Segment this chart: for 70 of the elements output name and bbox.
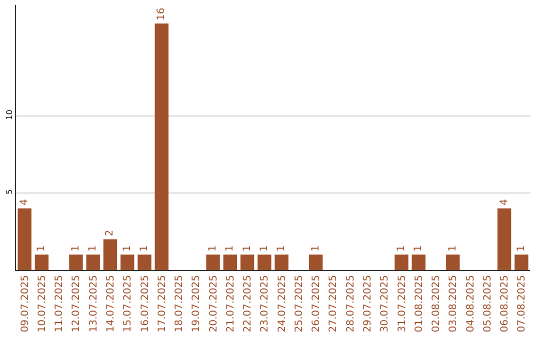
- x-tick-label: 31.07.2025: [396, 275, 408, 332]
- bar: [412, 254, 426, 270]
- bar: [514, 254, 528, 270]
- x-tick-label: 04.08.2025: [465, 275, 476, 332]
- x-tick-label: 16.07.2025: [140, 275, 151, 332]
- x-tick-label: 17.07.2025: [156, 275, 168, 332]
- bar: [223, 254, 238, 270]
- bar: [206, 254, 220, 270]
- bar: [308, 254, 323, 270]
- x-tick-label: 22.07.2025: [242, 275, 254, 332]
- data-label: 1: [276, 245, 288, 252]
- x-tick-label: 05.08.2025: [482, 275, 494, 332]
- data-label: 1: [516, 245, 527, 252]
- bar: [69, 254, 83, 270]
- x-tick-label: 14.07.2025: [105, 275, 116, 332]
- data-label: 1: [122, 245, 133, 252]
- x-tick-label: 07.08.2025: [516, 275, 528, 332]
- x-tick-label: 29.07.2025: [362, 275, 374, 332]
- data-label: 16: [156, 8, 168, 20]
- x-tick-label: 11.07.2025: [54, 275, 66, 332]
- bar: [138, 254, 152, 270]
- bar: [34, 254, 49, 270]
- y-tick-label: 5: [4, 189, 14, 194]
- bar: [120, 254, 134, 270]
- bar: [394, 254, 408, 270]
- x-tick-label: 20.07.2025: [208, 275, 220, 332]
- data-label: 4: [19, 198, 30, 206]
- x-tick-label: 15.07.2025: [122, 275, 134, 332]
- x-tick-label: 10.07.2025: [36, 275, 48, 332]
- data-label: 1: [413, 245, 424, 252]
- bar: [103, 239, 118, 270]
- bar: [86, 254, 100, 270]
- data-label: 1: [258, 245, 270, 252]
- data-label: 2: [104, 230, 116, 236]
- x-tick-label: 30.07.2025: [380, 275, 391, 332]
- x-tick-label: 01.08.2025: [414, 275, 425, 332]
- x-tick-label: 18.07.2025: [174, 275, 186, 332]
- data-label: 1: [396, 245, 407, 252]
- bar: [446, 254, 460, 270]
- bar: [497, 208, 512, 270]
- data-label: 1: [208, 245, 219, 252]
- x-tick-label: 09.07.2025: [20, 275, 31, 332]
- x-tick-label: 21.07.2025: [225, 275, 236, 332]
- x-tick-label: 23.07.2025: [260, 275, 271, 332]
- data-label: 1: [36, 245, 48, 252]
- bar: [154, 23, 168, 270]
- x-tick-label: 25.07.2025: [294, 275, 305, 332]
- y-tick-label: 10: [4, 110, 14, 120]
- data-label: 1: [139, 245, 150, 252]
- x-tick-label: 13.07.2025: [88, 275, 100, 332]
- x-tick-label: 26.07.2025: [311, 275, 322, 332]
- data-label: 1: [70, 245, 82, 252]
- x-tick-label: 19.07.2025: [191, 275, 202, 332]
- x-tick-label: 24.07.2025: [276, 275, 288, 332]
- data-label: 1: [242, 245, 253, 252]
- bar: [274, 254, 288, 270]
- bar: [18, 208, 32, 270]
- x-tick-label: 02.08.2025: [431, 275, 442, 332]
- data-label: 1: [310, 245, 322, 252]
- data-label: 1: [88, 245, 99, 252]
- x-tick-label: 03.08.2025: [448, 275, 460, 332]
- data-label: 1: [224, 245, 236, 252]
- bar: [258, 254, 272, 270]
- data-label: 4: [498, 198, 510, 206]
- x-tick-label: 12.07.2025: [71, 275, 82, 332]
- x-tick-label: 28.07.2025: [345, 275, 356, 332]
- bar: [240, 254, 254, 270]
- data-label: 1: [447, 245, 458, 252]
- x-tick-label: 06.08.2025: [500, 275, 511, 332]
- x-tick-label: 27.07.2025: [328, 275, 340, 332]
